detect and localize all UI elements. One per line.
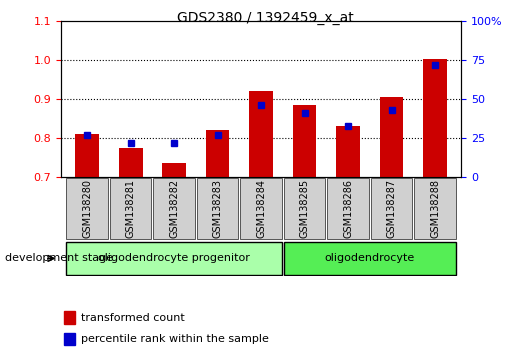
Bar: [379, 97, 403, 177]
Bar: [249, 91, 273, 177]
FancyBboxPatch shape: [284, 242, 456, 275]
FancyBboxPatch shape: [110, 178, 151, 239]
Text: GSM138284: GSM138284: [256, 179, 266, 238]
FancyBboxPatch shape: [328, 178, 369, 239]
FancyBboxPatch shape: [241, 178, 281, 239]
Text: oligodendrocyte progenitor: oligodendrocyte progenitor: [98, 253, 250, 263]
Bar: [64, 333, 75, 346]
Bar: [64, 312, 75, 324]
FancyBboxPatch shape: [66, 178, 108, 239]
Bar: [206, 130, 229, 177]
Bar: [423, 59, 447, 177]
Text: GSM138285: GSM138285: [299, 179, 310, 239]
Text: GSM138281: GSM138281: [126, 179, 136, 238]
FancyBboxPatch shape: [66, 242, 282, 275]
Text: GSM138283: GSM138283: [213, 179, 223, 238]
Text: oligodendrocyte: oligodendrocyte: [325, 253, 415, 263]
Text: development stage: development stage: [5, 253, 113, 263]
Bar: [293, 105, 316, 177]
FancyBboxPatch shape: [197, 178, 238, 239]
FancyBboxPatch shape: [284, 178, 325, 239]
Bar: [162, 163, 186, 177]
Bar: [336, 126, 360, 177]
Text: GSM138287: GSM138287: [386, 179, 396, 239]
FancyBboxPatch shape: [153, 178, 195, 239]
Text: GSM138288: GSM138288: [430, 179, 440, 238]
Bar: [75, 134, 99, 177]
Text: GDS2380 / 1392459_x_at: GDS2380 / 1392459_x_at: [176, 11, 354, 25]
FancyBboxPatch shape: [414, 178, 456, 239]
Text: percentile rank within the sample: percentile rank within the sample: [81, 334, 268, 344]
Text: GSM138280: GSM138280: [82, 179, 92, 238]
Text: GSM138282: GSM138282: [169, 179, 179, 239]
FancyBboxPatch shape: [371, 178, 412, 239]
Text: transformed count: transformed count: [81, 313, 184, 323]
Text: GSM138286: GSM138286: [343, 179, 353, 238]
Bar: [119, 148, 143, 177]
